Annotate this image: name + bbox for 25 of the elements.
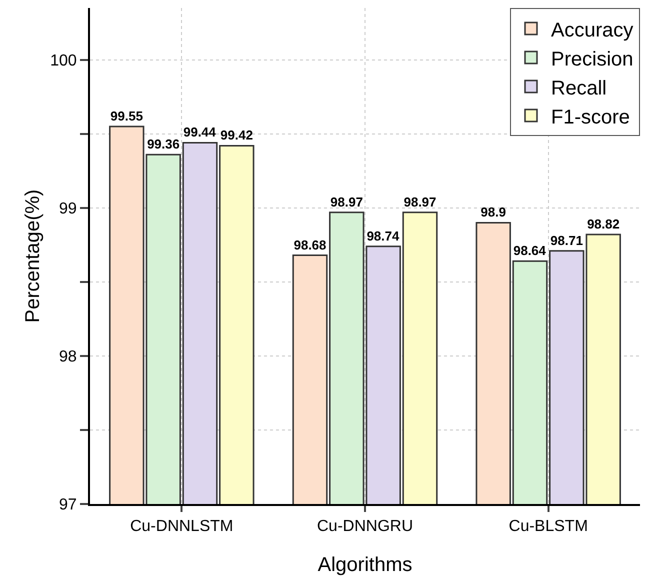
data-label: 98.97 <box>404 194 436 210</box>
data-label: 99.42 <box>220 128 253 143</box>
legend-label: Precision <box>551 48 634 70</box>
data-label: 98.68 <box>294 237 326 252</box>
y-tick-label: 97 <box>59 496 77 514</box>
data-label: 98.82 <box>587 216 620 232</box>
data-label: 99.36 <box>147 136 180 152</box>
data-label: 98.74 <box>366 228 400 244</box>
x-tick-label: Cu-DNNLSTM <box>130 518 234 536</box>
data-label: 99.44 <box>183 124 217 140</box>
data-label: 98.97 <box>330 194 363 210</box>
legend-label: Recall <box>551 77 607 100</box>
legend-label: F1-score <box>551 106 630 128</box>
y-tick-label: 99 <box>59 200 77 218</box>
data-label: 99.55 <box>110 108 143 124</box>
data-label: 98.71 <box>550 232 583 248</box>
y-tick-label: 100 <box>50 52 77 70</box>
y-tick-label: 98 <box>59 348 77 366</box>
x-tick-label: Cu-BLSTM <box>508 518 588 536</box>
legend-label: Accuracy <box>551 19 634 42</box>
x-tick-label: Cu-DNNGRU <box>317 518 413 536</box>
x-axis-title: Algorithms <box>318 554 412 576</box>
data-label: 98.9 <box>480 204 506 220</box>
y-axis-title: Percentage(%) <box>22 189 44 323</box>
data-label: 98.64 <box>513 243 547 258</box>
